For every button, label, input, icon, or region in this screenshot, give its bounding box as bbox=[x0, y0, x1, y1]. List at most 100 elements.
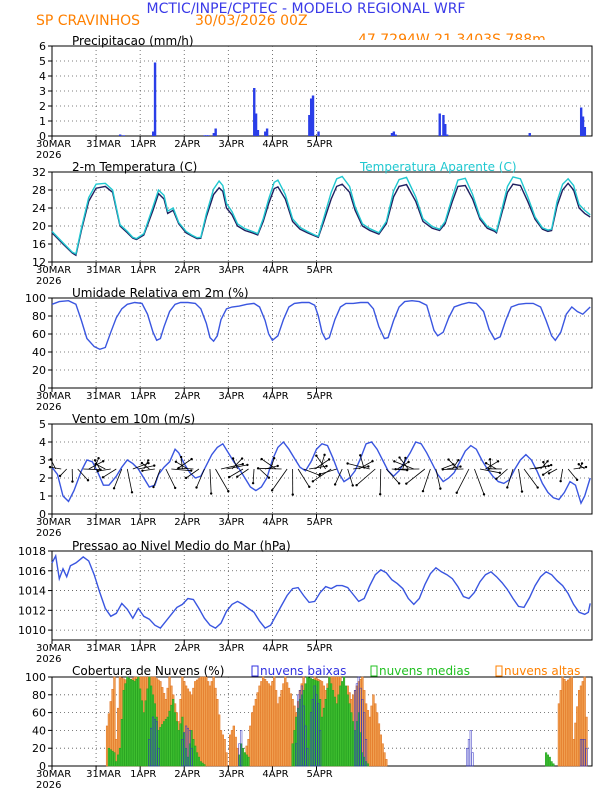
wind-arrow bbox=[312, 468, 332, 482]
wind-arrow-head bbox=[318, 472, 322, 476]
wind-arrow-head bbox=[130, 491, 134, 494]
precip-panel bbox=[48, 45, 593, 140]
cloud-mid-bar bbox=[552, 763, 555, 767]
wind-arrow bbox=[441, 464, 454, 470]
cloud-mid-bar bbox=[139, 688, 142, 767]
wind-ytick-label: 4 bbox=[39, 436, 46, 449]
precip-bar bbox=[390, 133, 394, 136]
wind-arrow-head bbox=[351, 484, 354, 487]
wind-ytick-label: 5 bbox=[39, 418, 46, 431]
wind-arrow-head bbox=[251, 481, 255, 485]
cloud-high-bar bbox=[230, 730, 234, 767]
wind-arrow-head bbox=[346, 462, 349, 465]
precip-bar bbox=[153, 62, 157, 136]
clouds-ytick-label: 60 bbox=[32, 707, 46, 720]
wind-arrow-head bbox=[195, 486, 198, 489]
pressure-ytick-label: 1016 bbox=[18, 565, 46, 578]
cloud-high-bar bbox=[566, 679, 570, 767]
cloud-high-bar bbox=[206, 681, 210, 767]
wind-arrow bbox=[496, 468, 508, 480]
precip-bar bbox=[254, 113, 258, 136]
rh-xtick-label: 3APR bbox=[218, 391, 244, 402]
wind-arrow bbox=[175, 461, 189, 470]
wind-arrow-head bbox=[49, 458, 53, 461]
wind-arrow bbox=[237, 468, 249, 477]
cloud-mid-bar bbox=[175, 721, 178, 767]
cloud-high-bar bbox=[267, 683, 270, 767]
cloud-mid-bar bbox=[107, 747, 110, 767]
clouds-ytick-label: 80 bbox=[32, 689, 46, 702]
temp-xtick-label: 30MAR bbox=[36, 265, 71, 276]
wind-panel bbox=[48, 423, 593, 518]
cloud-mid-bar bbox=[339, 685, 342, 767]
precip-bar bbox=[256, 130, 260, 136]
cloud-mid-bar bbox=[352, 721, 355, 767]
cloud-high-bar bbox=[254, 699, 258, 767]
wind-arrow bbox=[578, 463, 585, 470]
wind-arrow bbox=[185, 468, 200, 479]
wind-arrow bbox=[126, 468, 133, 493]
wind-arrow bbox=[397, 461, 409, 470]
clouds-year-label: 2026 bbox=[36, 780, 61, 791]
wind-arrow bbox=[83, 468, 101, 471]
cloud-mid-bar bbox=[328, 676, 331, 767]
wind-arrow-head bbox=[153, 464, 156, 467]
wind-arrow-head bbox=[441, 468, 444, 471]
precip-bar bbox=[118, 134, 122, 136]
wind-arrow-head bbox=[541, 473, 545, 476]
cloud-high-bar bbox=[287, 687, 291, 767]
cloud-mid-bar bbox=[203, 764, 206, 767]
wind-arrow bbox=[534, 464, 552, 470]
wind-arrow bbox=[113, 468, 123, 489]
cloud-mid-bar bbox=[124, 683, 127, 767]
cloud-mid-bar bbox=[199, 761, 202, 767]
cloud-mid-bar bbox=[129, 678, 133, 767]
wind-arrow-head bbox=[404, 456, 407, 460]
cloud-mid-bar bbox=[140, 700, 144, 767]
precip-bar bbox=[205, 135, 208, 136]
precip-bar bbox=[438, 113, 441, 136]
rh-ytick-label: 60 bbox=[32, 328, 46, 341]
wind-arrow bbox=[59, 468, 67, 477]
cloud-mid-bar bbox=[122, 690, 125, 767]
pressure-ytick-label: 1018 bbox=[18, 545, 46, 558]
wind-arrow bbox=[347, 463, 370, 470]
rh-ytick-label: 0 bbox=[39, 382, 46, 395]
clouds-xtick-label: 1APR bbox=[130, 769, 156, 780]
cloud-high-bar bbox=[236, 747, 239, 767]
cloud-mid-bar bbox=[174, 712, 177, 767]
precip-ytick-label: 5 bbox=[39, 55, 46, 68]
cloud-high-bar bbox=[370, 705, 373, 767]
legend-swatch-0 bbox=[251, 665, 259, 677]
wind-arrow bbox=[319, 468, 337, 475]
cloud-mid-bar bbox=[335, 703, 338, 767]
cloud-high-bar bbox=[577, 690, 581, 767]
cloud-high-bar bbox=[271, 681, 274, 767]
rh-title: Umidade Relativa em 2m (%) bbox=[72, 286, 249, 300]
wind-arrow bbox=[303, 468, 320, 476]
wind-arrow-head bbox=[101, 476, 105, 479]
wind-arrow bbox=[231, 458, 243, 470]
wind-arrow-head bbox=[256, 467, 260, 470]
wind-arrow-head bbox=[498, 471, 502, 475]
precip-xtick-label: 2APR bbox=[174, 139, 200, 150]
temp-series-line-1 bbox=[51, 175, 591, 255]
wind-arrow-head bbox=[184, 476, 188, 480]
cloud-high-bar bbox=[199, 676, 202, 767]
cloud-high-bar bbox=[576, 706, 579, 767]
wind-arrow bbox=[97, 468, 111, 472]
cloud-mid-bar bbox=[344, 685, 347, 767]
precip-bar bbox=[442, 115, 445, 136]
temp-xtick-label: 1APR bbox=[130, 265, 156, 276]
wind-arrow-head bbox=[542, 460, 545, 464]
wind-arrow bbox=[385, 468, 400, 484]
pressure-frame bbox=[51, 550, 593, 641]
rh-ytick-label: 100 bbox=[25, 292, 46, 305]
cloud-high-bar bbox=[269, 685, 272, 767]
rh-xtick-label: 30MAR bbox=[36, 391, 71, 402]
wind-arrow bbox=[452, 459, 459, 470]
cloud-mid-bar bbox=[550, 761, 553, 767]
cloud-high-bar bbox=[216, 699, 219, 767]
wind-arrow-head bbox=[246, 463, 249, 467]
wind-arrow bbox=[456, 468, 470, 493]
